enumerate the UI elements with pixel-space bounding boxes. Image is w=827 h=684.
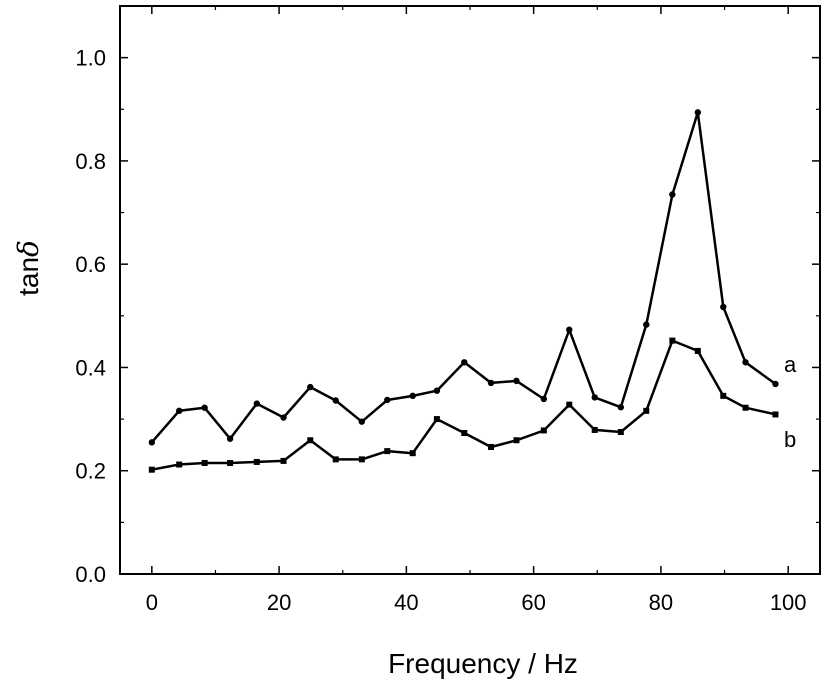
data-point-a (384, 396, 391, 404)
y-tick-label: 1.0 (75, 46, 106, 71)
plot-frame (119, 5, 821, 575)
data-point-a (513, 377, 520, 385)
data-point-b (488, 443, 494, 450)
series-label-b: b (784, 427, 796, 452)
data-point-b (742, 404, 749, 411)
data-point-b (384, 448, 391, 455)
data-point-a (280, 414, 287, 421)
series-layer (148, 109, 779, 473)
x-tick-label: 40 (394, 590, 418, 615)
series-label-a: a (784, 352, 797, 377)
y-tick-label: 0.6 (75, 252, 106, 277)
x-tick-label: 0 (146, 590, 158, 615)
x-axis-title: Frequency / Hz (388, 648, 578, 679)
data-point-a (461, 359, 468, 366)
y-tick-label: 0.4 (75, 355, 106, 380)
data-point-a (201, 404, 208, 411)
data-point-a (332, 397, 339, 404)
data-point-a (148, 439, 156, 446)
data-point-b (280, 457, 287, 464)
data-point-b (461, 430, 468, 437)
data-point-a (540, 395, 548, 403)
data-point-b (358, 456, 365, 463)
data-point-a (175, 407, 183, 415)
data-point-b (409, 450, 416, 457)
y-axis-title: tanδ (12, 240, 45, 296)
data-point-b (332, 456, 339, 463)
data-point-a (358, 418, 366, 425)
y-axis-title-text: tan (13, 257, 44, 296)
x-tick-label: 60 (521, 590, 545, 615)
data-point-a (307, 383, 314, 391)
x-tick-label: 80 (649, 590, 673, 615)
data-point-b (591, 426, 598, 433)
tick-labels: 0 20 40 60 80 100 0.0 0.2 0.4 0.6 0.8 1.0 (75, 46, 806, 615)
axis-ticks (120, 5, 820, 575)
data-point-b (307, 437, 314, 444)
data-point-b (227, 459, 234, 466)
data-point-a (669, 191, 676, 198)
data-point-b (643, 407, 650, 414)
data-point-b (694, 347, 701, 354)
data-point-b (720, 392, 727, 399)
data-point-b (617, 429, 624, 435)
data-point-b (433, 416, 440, 423)
data-point-a (591, 394, 598, 401)
x-tick-label: 20 (267, 590, 291, 615)
data-point-b (772, 411, 779, 418)
data-point-b (176, 461, 183, 468)
data-point-a (742, 359, 749, 366)
data-point-a (720, 303, 727, 311)
data-point-a (617, 404, 625, 411)
data-point-a (643, 321, 650, 328)
data-point-b (540, 427, 547, 434)
data-point-a (487, 379, 495, 387)
data-point-b (201, 459, 208, 466)
y-tick-label: 0.2 (75, 459, 106, 484)
data-point-b (513, 437, 520, 444)
data-point-b (148, 466, 155, 473)
data-point-a (409, 392, 416, 400)
data-point-a (253, 400, 261, 407)
series-line-a (150, 111, 777, 444)
data-point-a (694, 109, 702, 116)
y-tick-label: 0.0 (75, 562, 106, 587)
data-point-b (669, 337, 676, 344)
data-point-b (566, 401, 573, 408)
y-axis-title-symbol: δ (12, 240, 45, 257)
data-point-a (772, 380, 779, 388)
x-tick-label: 100 (770, 590, 807, 615)
data-point-a (566, 326, 573, 333)
data-point-b (253, 458, 260, 465)
y-tick-label: 0.8 (75, 149, 106, 174)
data-point-a (226, 435, 234, 442)
data-point-a (433, 387, 441, 394)
